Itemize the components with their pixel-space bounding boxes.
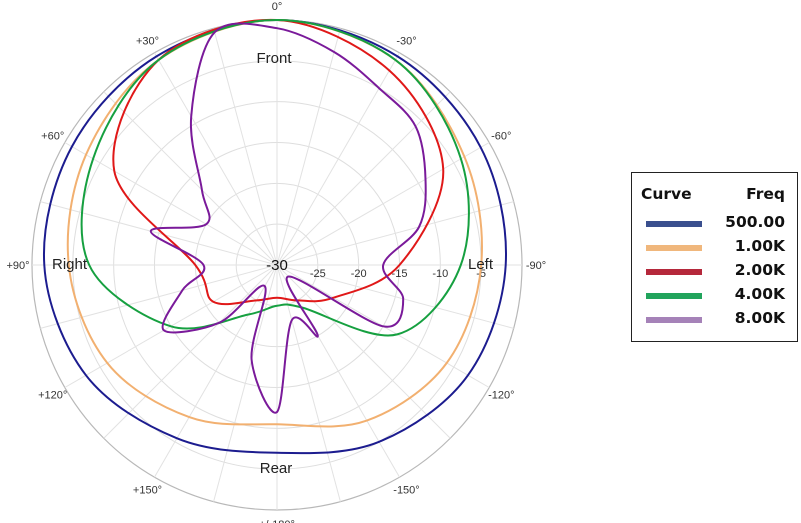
grid-spoke xyxy=(154,264,278,478)
legend-header-freq: Freq xyxy=(746,185,785,203)
radial-tick-label: -25 xyxy=(310,268,326,280)
series-curve-0 xyxy=(42,19,507,455)
grid-spoke xyxy=(213,28,278,266)
legend-header-curve: Curve xyxy=(641,185,692,203)
grid-spoke xyxy=(64,142,278,266)
legend-swatch xyxy=(646,221,702,227)
angle-label: 0° xyxy=(272,1,283,13)
grid-spoke xyxy=(276,28,341,266)
radial-tick-label: -30 xyxy=(266,257,288,274)
legend-row-4k: 4.00K xyxy=(632,285,797,309)
radial-tick-label: -15 xyxy=(392,268,408,280)
legend-swatch xyxy=(646,293,702,299)
series-layer xyxy=(42,18,507,455)
legend-header: Curve Freq xyxy=(632,185,797,207)
angle-label: +30° xyxy=(136,36,159,48)
angle-label: -60° xyxy=(491,131,511,143)
legend-value: 1.00K xyxy=(734,237,785,255)
grid-spoke xyxy=(276,264,514,329)
series-curve-1 xyxy=(66,19,483,428)
legend-row-2k: 2.00K xyxy=(632,261,797,285)
angle-label: +90° xyxy=(6,260,29,272)
grid-spoke xyxy=(276,91,451,266)
angle-label: +120° xyxy=(38,390,67,402)
legend: Curve Freq 500.00 1.00K 2.00K 4.00K 8.00… xyxy=(631,172,798,342)
label-layer: Front Rear Right Left xyxy=(52,50,494,477)
direction-label-rear: Rear xyxy=(260,460,293,477)
angle-label: -90° xyxy=(526,260,546,272)
legend-row-1k: 1.00K xyxy=(632,237,797,261)
legend-row-500: 500.00 xyxy=(632,213,797,237)
direction-label-left: Left xyxy=(468,256,494,273)
legend-swatch xyxy=(646,245,702,251)
grid-spoke xyxy=(276,142,490,266)
series-curve-3 xyxy=(80,19,470,337)
legend-value: 8.00K xyxy=(734,309,785,327)
angle-label: -150° xyxy=(393,484,419,496)
direction-label-front: Front xyxy=(256,50,292,67)
angle-label: -120° xyxy=(488,390,514,402)
grid-spoke xyxy=(276,52,400,266)
grid-spoke xyxy=(276,264,451,439)
legend-value: 500.00 xyxy=(725,213,785,231)
angle-label: +/-180° xyxy=(259,519,295,523)
legend-swatch xyxy=(646,269,702,275)
grid-spoke xyxy=(154,52,278,266)
legend-row-8k: 8.00K xyxy=(632,309,797,333)
grid-spoke xyxy=(40,201,278,266)
series-curve-4 xyxy=(149,22,427,414)
angle-label: -30° xyxy=(396,36,416,48)
legend-swatch xyxy=(646,317,702,323)
legend-value: 2.00K xyxy=(734,261,785,279)
legend-value: 4.00K xyxy=(734,285,785,303)
grid-spoke xyxy=(276,201,514,266)
grid-spoke xyxy=(40,264,278,329)
angle-label: +60° xyxy=(41,131,64,143)
grid-spoke xyxy=(213,264,278,502)
radial-tick-label: -20 xyxy=(351,268,367,280)
radial-tick-label: -10 xyxy=(432,268,448,280)
direction-label-right: Right xyxy=(52,256,88,273)
series-curve-2 xyxy=(112,18,445,306)
grid-spoke xyxy=(103,264,278,439)
grid-spoke xyxy=(103,91,278,266)
angle-label: +150° xyxy=(133,484,162,496)
